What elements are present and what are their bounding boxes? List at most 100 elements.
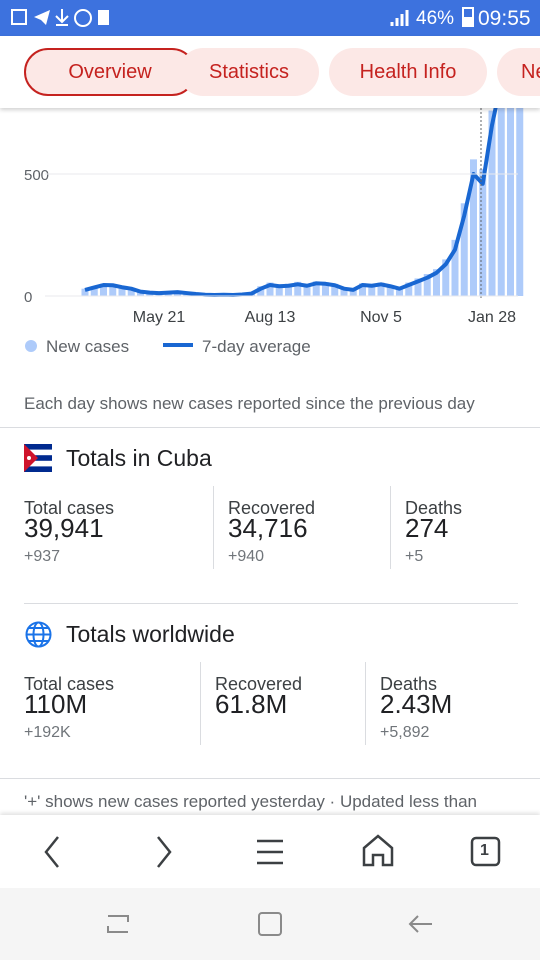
x-tick-label: Jan 28	[468, 309, 516, 326]
bar	[433, 269, 440, 296]
stat-value: 61.8M	[215, 689, 288, 719]
tab-overview[interactable]: Overview	[24, 48, 196, 96]
stat-label: Deaths	[405, 498, 463, 518]
bar	[479, 169, 487, 296]
battery-percent: 46%	[416, 8, 455, 29]
bar	[377, 282, 385, 296]
stat-value: 274	[405, 513, 449, 543]
y-tick-label: 0	[24, 289, 32, 306]
battery-icon	[462, 7, 474, 27]
line	[84, 108, 498, 298]
tab-bar: Overview Statistics Health Info Ne	[0, 36, 540, 108]
bar	[118, 286, 126, 296]
status-icons	[11, 9, 109, 27]
stat-label: Deaths	[380, 674, 438, 694]
recents-button[interactable]	[107, 915, 129, 933]
footer-note: '+' shows new cases reported yesterday ·…	[24, 792, 477, 811]
stat-label: Recovered	[215, 674, 303, 694]
bar	[497, 108, 505, 297]
stat-value: 110M	[24, 689, 88, 719]
divider	[24, 603, 518, 604]
forward-button[interactable]	[157, 836, 172, 868]
bar	[312, 281, 320, 296]
divider	[0, 778, 540, 779]
bar	[507, 108, 514, 296]
caption: Each day shows new cases reported since …	[24, 394, 475, 413]
bar	[109, 284, 117, 296]
stat-label: Total cases	[24, 498, 115, 518]
bar	[340, 287, 348, 296]
back-nav-button[interactable]	[408, 915, 432, 933]
bar	[81, 288, 89, 296]
bar	[414, 278, 422, 296]
stat-value: 2.43M	[380, 689, 453, 719]
back-button[interactable]	[44, 836, 59, 868]
signal-icon	[390, 10, 409, 26]
stat-value: 39,941	[24, 513, 104, 543]
tab-count[interactable]: 1	[480, 842, 489, 859]
bar	[275, 284, 283, 296]
stat-change: +937	[24, 548, 61, 565]
stat-change: +192K	[24, 724, 71, 741]
x-tick-label: Nov 5	[360, 309, 402, 326]
bar	[386, 285, 394, 296]
bar	[331, 283, 339, 296]
browser-toolbar: 1	[0, 815, 540, 888]
legend-label: New cases	[46, 337, 129, 356]
bar	[516, 108, 524, 297]
column-divider	[213, 486, 214, 569]
bar	[257, 286, 265, 296]
home-nav-button[interactable]	[258, 912, 282, 936]
stat-value: 34,716	[228, 513, 308, 543]
toolbar-icons	[44, 834, 501, 868]
bar	[396, 287, 403, 296]
bar	[470, 159, 477, 296]
bar	[368, 284, 376, 296]
bar	[127, 288, 135, 296]
bar	[405, 282, 413, 296]
bar	[266, 282, 274, 296]
clock: 09:55	[478, 7, 531, 30]
column-divider	[365, 662, 366, 745]
column-divider	[390, 486, 391, 569]
section-title: Totals in Cuba	[66, 445, 212, 471]
legend-label: 7-day average	[202, 337, 311, 356]
system-nav	[0, 888, 540, 960]
bar	[100, 283, 107, 296]
stat-label: Recovered	[228, 498, 316, 518]
y-tick-label: 500	[24, 167, 49, 184]
plot-area	[81, 108, 524, 298]
chart: 0 500 May 21 Aug 13 Nov 5 Jan 28 New cases 7-da…	[24, 108, 524, 356]
system-icons	[107, 912, 432, 936]
bar	[359, 283, 366, 296]
bar	[322, 282, 329, 296]
stat-change: +940	[228, 548, 265, 565]
bar	[488, 110, 496, 296]
bar	[442, 259, 450, 296]
status-bar: 46% 09:55	[0, 0, 540, 36]
x-tick-label: Aug 13	[245, 309, 296, 326]
stat-change: +5	[405, 548, 424, 565]
tab-health-info[interactable]: Health Info	[329, 48, 487, 96]
tab-news[interactable]: Ne	[497, 48, 540, 96]
bar	[460, 203, 468, 296]
stat-change: +5,892	[380, 724, 430, 741]
bar	[90, 286, 98, 296]
bar	[349, 288, 357, 296]
section-title: Totals worldwide	[66, 621, 235, 647]
menu-button[interactable]	[257, 839, 283, 865]
column-divider	[200, 662, 201, 745]
tab-statistics[interactable]: Statistics	[179, 48, 319, 96]
tabs-button[interactable]	[470, 836, 501, 867]
home-button[interactable]	[362, 834, 394, 867]
x-tick-label: May 21	[133, 309, 186, 326]
bar	[423, 274, 431, 296]
bar	[451, 239, 459, 296]
cuba-flag	[24, 444, 52, 472]
bar	[303, 284, 311, 296]
bar	[294, 281, 302, 296]
bar	[285, 283, 292, 296]
divider	[0, 427, 540, 428]
legend-dot	[25, 340, 37, 352]
